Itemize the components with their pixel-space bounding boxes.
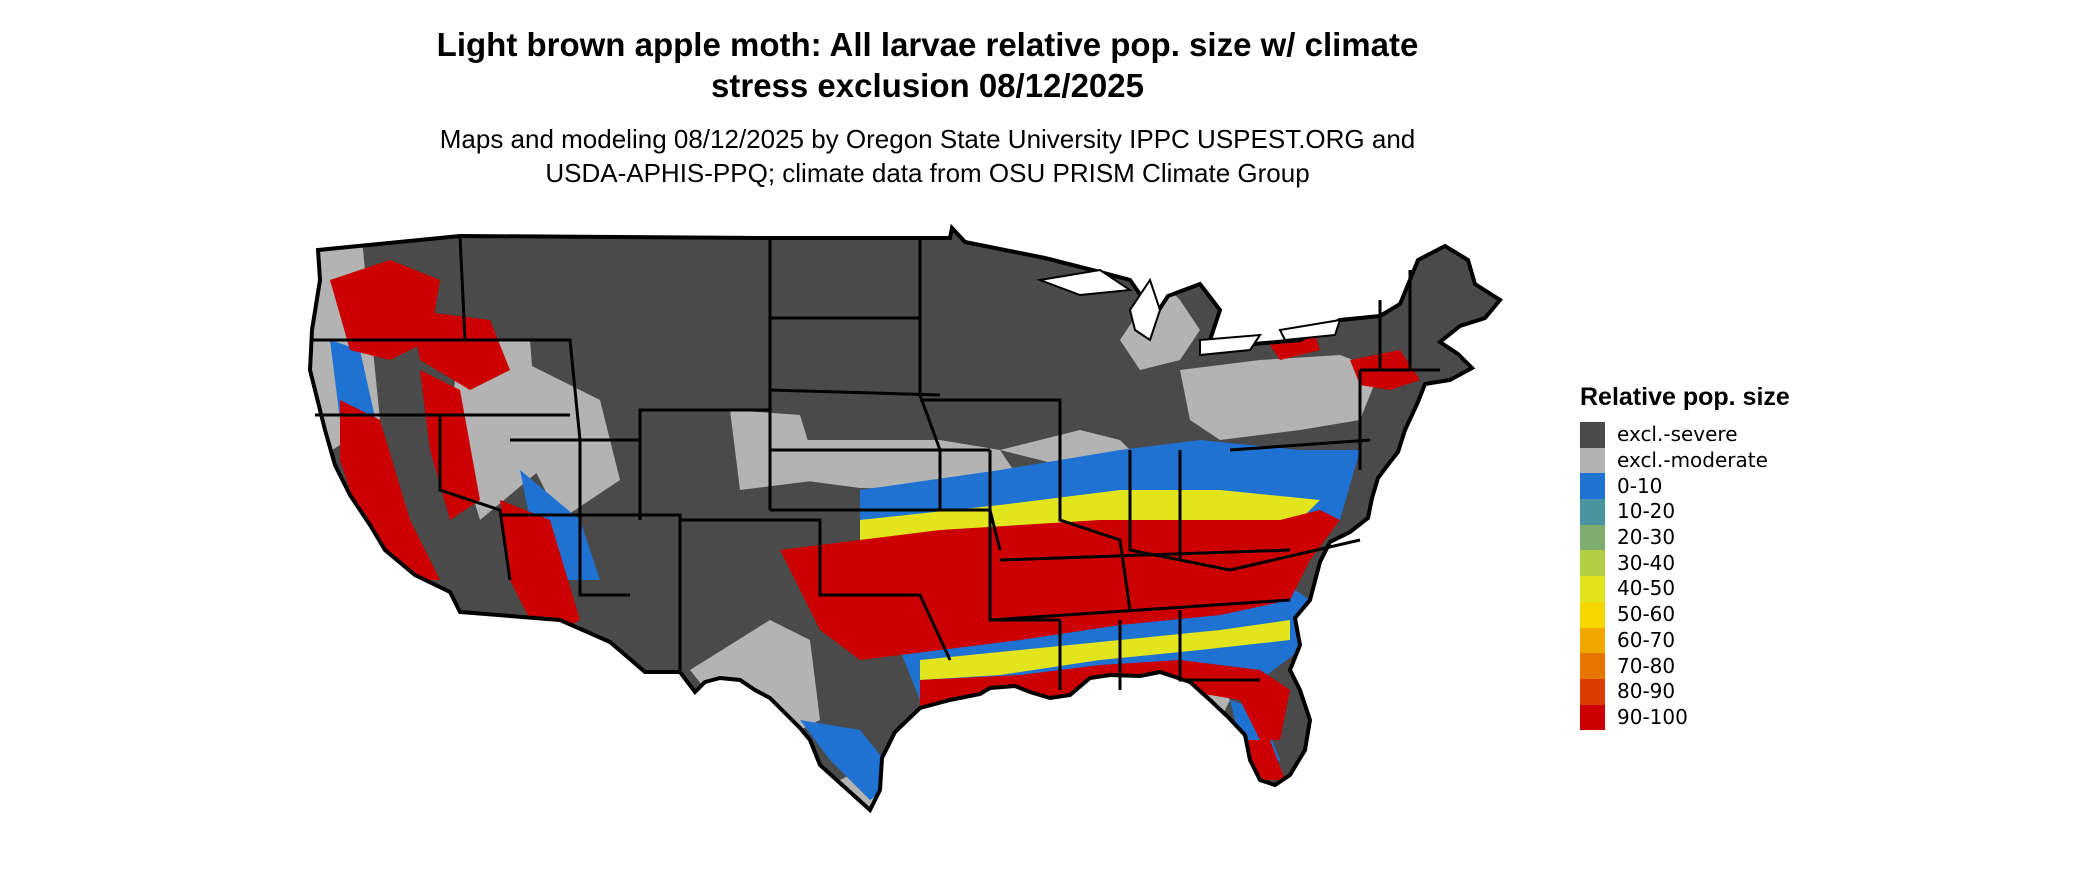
legend-label: excl.-severe xyxy=(1617,422,1738,447)
lake-ontario xyxy=(1278,318,1342,342)
band-red-washington xyxy=(330,260,440,360)
legend-label: 80-90 xyxy=(1617,679,1676,704)
border-sd-ne xyxy=(769,388,941,397)
border-in xyxy=(1128,450,1181,562)
lake-superior xyxy=(1036,268,1133,297)
legend-swatch xyxy=(1580,678,1605,705)
legend-label: 40-50 xyxy=(1617,576,1676,601)
legend-item: 80-90 xyxy=(1580,678,1880,705)
border-ut-az xyxy=(578,440,630,597)
border-mn-ia xyxy=(918,238,942,510)
border-pa-ny xyxy=(1229,438,1371,452)
legend-items: excl.-severe excl.-moderate 0-10 10-20 2… xyxy=(1580,422,1880,731)
legend-label: 30-40 xyxy=(1617,550,1676,575)
legend: Relative pop. size excl.-severe excl.-mo… xyxy=(1580,382,1880,731)
border-oh xyxy=(1178,450,1231,572)
border-nv xyxy=(438,415,512,581)
legend-label: 70-80 xyxy=(1617,653,1676,678)
zone-moderate-ohio-pa xyxy=(1180,355,1380,440)
band-yellow-north xyxy=(860,490,1320,540)
state-borders xyxy=(310,235,1440,690)
legend-item: 10-20 xyxy=(1580,499,1880,525)
legend-item: 60-70 xyxy=(1580,627,1880,654)
legend-item: 50-60 xyxy=(1580,601,1880,628)
band-yellow-south xyxy=(920,620,1290,680)
lake-erie xyxy=(1199,333,1262,357)
border-va-nc xyxy=(1229,538,1361,572)
border-tn-ky xyxy=(999,548,1291,562)
band-red-south-florida xyxy=(1240,740,1285,780)
band-red-central xyxy=(780,510,1340,660)
legend-item: 0-10 xyxy=(1580,473,1880,500)
legend-swatch xyxy=(1580,524,1605,551)
legend-title: Relative pop. size xyxy=(1580,383,1790,411)
band-red-arizona xyxy=(500,500,580,640)
map-subtitle-line1: Maps and modeling 08/12/2025 by Oregon S… xyxy=(439,124,1416,154)
legend-label: 20-30 xyxy=(1617,525,1676,550)
border-mountain-west xyxy=(458,235,582,441)
zone-moderate-michigan xyxy=(1120,280,1200,370)
legend-swatch xyxy=(1580,704,1605,731)
legend-item: 20-30 xyxy=(1580,524,1880,551)
legend-label: 60-70 xyxy=(1617,627,1676,652)
usa-map-svg xyxy=(308,226,1502,812)
legend-label: 0-10 xyxy=(1617,473,1663,498)
legend-swatch xyxy=(1580,422,1605,448)
usa-map xyxy=(300,220,1560,890)
border-tn-south xyxy=(989,598,1291,622)
legend-item: 90-100 xyxy=(1580,704,1880,731)
legend-swatch xyxy=(1580,601,1605,628)
legend-label: 90-100 xyxy=(1617,704,1688,729)
border-az-nm xyxy=(500,513,682,670)
border-nm-tx-ok xyxy=(680,518,952,661)
map-title-line1: Light brown apple moth: All larvae relat… xyxy=(436,26,1419,63)
legend-item: excl.-severe xyxy=(1580,422,1880,448)
legend-swatch xyxy=(1580,499,1605,525)
legend-item: 70-80 xyxy=(1580,653,1880,679)
map-subtitle: Maps and modeling 08/12/2025 by Oregon S… xyxy=(0,122,1855,190)
map-title-line2: stress exclusion 08/12/2025 xyxy=(711,67,1144,104)
map-subtitle-line2: USDA-APHIS-PPQ; climate data from OSU PR… xyxy=(545,158,1310,188)
legend-swatch xyxy=(1580,653,1605,679)
legend-swatch xyxy=(1580,576,1605,602)
band-blue-texas-coast xyxy=(800,720,900,800)
band-red-california xyxy=(340,400,440,580)
band-red-nevada xyxy=(420,370,480,520)
legend-swatch xyxy=(1580,473,1605,500)
lake-michigan xyxy=(1128,277,1162,342)
legend-swatch xyxy=(1580,447,1605,474)
legend-label: 50-60 xyxy=(1617,602,1676,627)
legend-swatch xyxy=(1580,550,1605,577)
legend-item: 30-40 xyxy=(1580,550,1880,577)
border-il xyxy=(1058,400,1132,611)
band-red-idaho xyxy=(410,310,510,390)
legend-swatch xyxy=(1580,627,1605,654)
legend-item: 40-50 xyxy=(1580,576,1880,602)
legend-label: excl.-moderate xyxy=(1617,448,1768,473)
map-title: Light brown apple moth: All larvae relat… xyxy=(0,24,1855,106)
legend-label: 10-20 xyxy=(1617,499,1676,524)
legend-item: excl.-moderate xyxy=(1580,447,1880,474)
